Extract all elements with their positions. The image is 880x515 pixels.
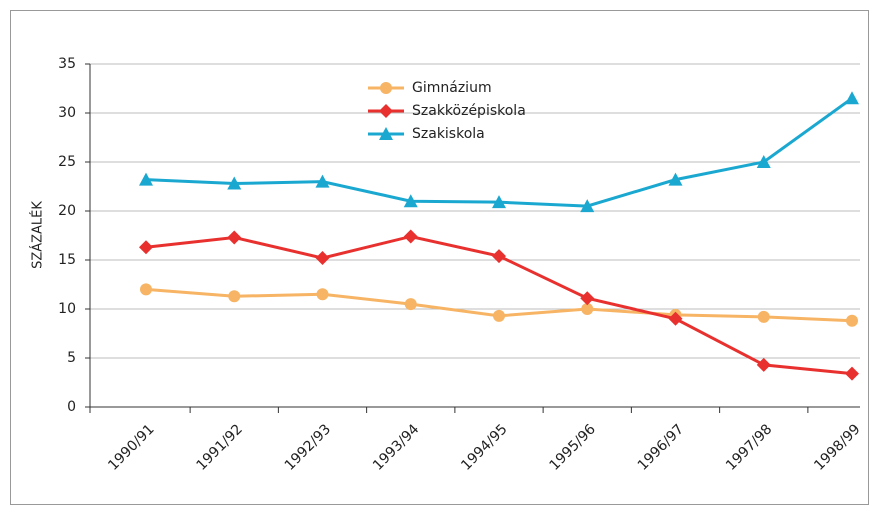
x-tick-label: 1995/96	[546, 421, 599, 474]
x-tick-label: 1998/99	[811, 421, 863, 473]
marker	[756, 155, 771, 168]
marker	[846, 314, 858, 327]
marker	[315, 251, 330, 266]
marker	[227, 176, 242, 190]
y-tick-label: 35	[58, 56, 76, 72]
marker	[492, 195, 506, 209]
y-tick-label: 15	[58, 252, 76, 268]
x-tick-label: 1992/93	[282, 421, 334, 473]
y-tick-label: 20	[58, 203, 76, 219]
marker	[227, 230, 242, 245]
y-tick-label: 25	[58, 154, 76, 170]
marker	[668, 311, 683, 326]
marker	[580, 291, 595, 306]
x-tick-label: 1990/91	[105, 421, 157, 473]
legend-label: Gimnázium	[412, 80, 492, 96]
x-tick-label: 1994/95	[458, 421, 510, 473]
marker	[315, 174, 330, 188]
marker	[140, 283, 152, 296]
marker	[492, 249, 506, 264]
y-tick-label: 5	[67, 350, 76, 366]
marker	[380, 82, 392, 94]
marker	[845, 91, 859, 105]
y-tick-label: 0	[67, 399, 76, 415]
y-axis-label: SZÁZALÉK	[30, 201, 46, 269]
marker	[404, 298, 417, 311]
y-tick-label: 10	[58, 301, 76, 317]
x-tick-label: 1996/97	[635, 421, 687, 473]
x-tick-label: 1997/98	[723, 421, 775, 473]
x-tick-label: 1991/92	[193, 421, 245, 473]
marker	[379, 104, 393, 118]
legend-label: Szakközépiskola	[412, 103, 526, 119]
legend-label: Szakiskola	[412, 126, 485, 142]
marker	[580, 199, 595, 213]
marker	[757, 310, 770, 323]
marker	[379, 127, 393, 140]
marker	[139, 172, 153, 186]
x-tick-label: 1993/94	[370, 421, 423, 474]
marker	[403, 229, 418, 244]
marker	[581, 303, 594, 315]
y-tick-label: 30	[58, 105, 76, 121]
marker	[316, 288, 329, 301]
marker	[403, 194, 418, 208]
marker	[139, 240, 153, 255]
marker	[756, 357, 771, 372]
frame	[10, 10, 869, 505]
marker	[668, 172, 683, 186]
marker	[228, 290, 241, 303]
marker	[845, 366, 859, 381]
marker	[493, 309, 505, 322]
